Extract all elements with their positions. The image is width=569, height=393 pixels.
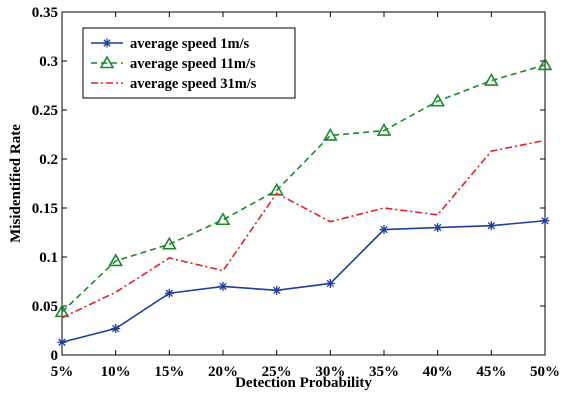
x-tick-label: 5% — [51, 364, 74, 380]
y-tick-label: 0.35 — [32, 5, 58, 21]
data-point — [483, 72, 499, 86]
x-tick-label: 45% — [476, 364, 506, 380]
legend-label: average speed 31m/s — [130, 76, 257, 92]
series-1 — [57, 216, 550, 347]
legend: average speed 1m/s average speed 11m/s ave… — [82, 27, 296, 99]
data-point — [111, 324, 121, 334]
x-tick-label: 25% — [262, 364, 292, 380]
x-tick-label: 30% — [315, 364, 345, 380]
y-tick-label: 0.3 — [39, 54, 58, 70]
data-point — [164, 288, 174, 298]
series-line — [61, 219, 546, 344]
plot-frame — [61, 11, 546, 356]
series-line — [61, 64, 546, 313]
data-point — [57, 337, 67, 347]
x-tick-label: 20% — [208, 364, 238, 380]
data-point — [54, 304, 70, 318]
legend-item: average speed 1m/s — [91, 36, 250, 52]
series-layer — [54, 57, 553, 347]
data-point — [537, 57, 553, 71]
data-point — [322, 127, 338, 141]
series-line — [61, 139, 546, 319]
legend-item: average speed 31m/s — [91, 76, 257, 92]
data-point — [218, 281, 228, 291]
series-3 — [61, 139, 546, 319]
legend-label: average speed 11m/s — [130, 56, 256, 72]
legend-label: average speed 1m/s — [130, 36, 250, 52]
legend-marker — [99, 55, 115, 69]
data-point — [433, 223, 443, 233]
legend-marker — [102, 38, 112, 48]
x-tick-label: 40% — [423, 364, 453, 380]
data-point — [269, 182, 285, 196]
x-axis-title: Detection Probability — [235, 375, 372, 391]
x-tick-label: 15% — [154, 364, 184, 380]
y-axis: 0 0.05 0.1 0.15 0.2 0.25 0.3 0.35 — [32, 5, 545, 364]
data-point — [161, 236, 177, 250]
x-tick-label: 10% — [101, 364, 131, 380]
data-point — [325, 278, 335, 288]
data-point — [430, 93, 446, 107]
data-point — [108, 253, 124, 267]
y-tick-label: 0 — [51, 348, 59, 364]
legend-item: average speed 11m/s — [91, 55, 256, 72]
data-point — [215, 212, 231, 226]
data-point — [376, 122, 392, 136]
data-point — [540, 216, 550, 226]
series-2 — [54, 57, 553, 318]
y-tick-label: 0.15 — [32, 201, 58, 217]
plot-border — [61, 11, 546, 356]
y-tick-label: 0.05 — [32, 299, 58, 315]
legend-box — [82, 27, 296, 99]
x-tick-label: 35% — [369, 364, 399, 380]
data-point — [486, 221, 496, 231]
data-point — [272, 285, 282, 295]
data-point — [379, 225, 389, 235]
x-tick-label: 50% — [530, 364, 560, 380]
y-tick-label: 0.2 — [39, 152, 58, 168]
y-axis-title: Misidentified Rate — [8, 124, 24, 243]
y-tick-label: 0.25 — [32, 103, 58, 119]
x-axis: 5% 10% 15% 20% 25% 30% 35% 40% 45% 50% — [51, 12, 560, 380]
y-tick-label: 0.1 — [39, 250, 58, 266]
